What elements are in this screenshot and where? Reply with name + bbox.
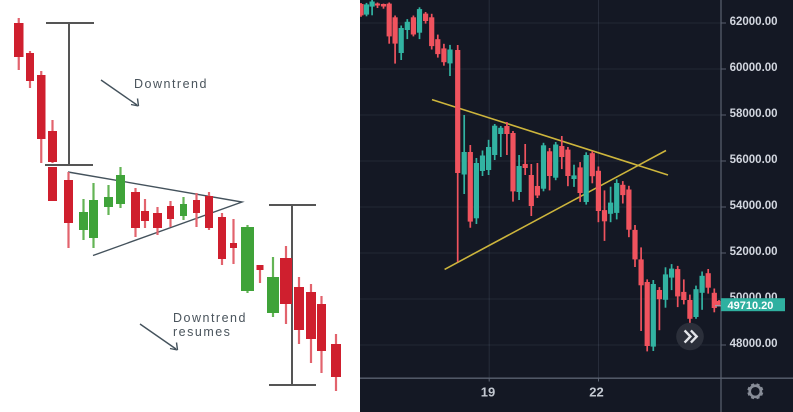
svg-text:Downtrend: Downtrend [173, 311, 247, 325]
svg-text:48000.00: 48000.00 [730, 338, 778, 350]
svg-text:Downtrend: Downtrend [134, 77, 208, 91]
svg-text:52000.00: 52000.00 [730, 246, 778, 258]
svg-text:56000.00: 56000.00 [730, 154, 778, 166]
svg-text:49710.20: 49710.20 [728, 300, 774, 312]
svg-text:58000.00: 58000.00 [730, 108, 778, 120]
svg-text:60000.00: 60000.00 [730, 62, 778, 74]
svg-text:resumes: resumes [173, 325, 231, 339]
svg-text:54000.00: 54000.00 [730, 200, 778, 212]
svg-text:22: 22 [589, 385, 603, 400]
svg-text:62000.00: 62000.00 [730, 16, 778, 28]
svg-text:19: 19 [481, 385, 495, 400]
